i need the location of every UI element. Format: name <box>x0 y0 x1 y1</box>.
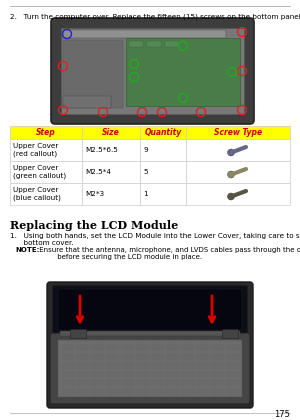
Bar <box>165 41 179 47</box>
Text: Upper Cover
(red callout): Upper Cover (red callout) <box>13 143 59 157</box>
Circle shape <box>227 171 235 178</box>
Bar <box>10 183 82 205</box>
Text: 175: 175 <box>274 410 290 419</box>
Bar <box>186 161 290 183</box>
Bar <box>60 331 240 336</box>
Text: 9: 9 <box>143 147 148 153</box>
Text: Quantity: Quantity <box>144 128 182 137</box>
FancyBboxPatch shape <box>47 282 253 408</box>
Text: Upper Cover
(green callout): Upper Cover (green callout) <box>13 165 66 179</box>
Bar <box>10 161 82 183</box>
Bar <box>70 329 86 338</box>
Bar <box>126 38 240 106</box>
Bar <box>140 126 186 139</box>
Text: Step: Step <box>36 128 56 137</box>
Text: M2.5*6.5: M2.5*6.5 <box>85 147 118 153</box>
Bar <box>82 126 140 139</box>
Text: 5: 5 <box>143 169 148 175</box>
Bar <box>140 183 186 205</box>
Text: M2*3: M2*3 <box>85 191 104 197</box>
Circle shape <box>227 149 235 156</box>
Text: Replacing the LCD Module: Replacing the LCD Module <box>10 220 178 231</box>
Bar <box>10 126 82 139</box>
Bar <box>147 41 161 47</box>
FancyBboxPatch shape <box>51 18 254 124</box>
Text: Upper Cover
(blue callout): Upper Cover (blue callout) <box>13 187 61 201</box>
Bar <box>140 139 186 161</box>
Bar <box>82 161 140 183</box>
Bar <box>63 96 111 108</box>
Bar <box>186 139 290 161</box>
Bar <box>186 126 290 139</box>
Text: 1: 1 <box>143 191 148 197</box>
Bar <box>63 30 226 38</box>
Text: Ensure that the antenna, microphone, and LVDS cables pass through the openings o: Ensure that the antenna, microphone, and… <box>37 247 300 260</box>
Text: M2.5*4: M2.5*4 <box>85 169 111 175</box>
Bar <box>63 40 123 108</box>
Text: NOTE:: NOTE: <box>15 247 39 253</box>
Circle shape <box>227 193 235 200</box>
Bar <box>82 139 140 161</box>
Text: 1.   Using both hands, set the LCD Module into the Lower Cover, taking care to s: 1. Using both hands, set the LCD Module … <box>10 233 300 246</box>
Bar <box>58 289 242 330</box>
Text: Screw Type: Screw Type <box>214 128 262 137</box>
Text: Size: Size <box>102 128 120 137</box>
Bar <box>186 183 290 205</box>
Bar <box>82 183 140 205</box>
FancyBboxPatch shape <box>53 286 247 333</box>
FancyBboxPatch shape <box>50 333 250 404</box>
Bar <box>61 28 244 114</box>
Bar <box>140 161 186 183</box>
Bar <box>222 329 238 338</box>
Bar <box>129 41 143 47</box>
Bar <box>10 139 82 161</box>
Text: 2.   Turn the computer over. Replace the fifteen (15) screws on the bottom panel: 2. Turn the computer over. Replace the f… <box>10 14 300 21</box>
Bar <box>58 340 242 397</box>
